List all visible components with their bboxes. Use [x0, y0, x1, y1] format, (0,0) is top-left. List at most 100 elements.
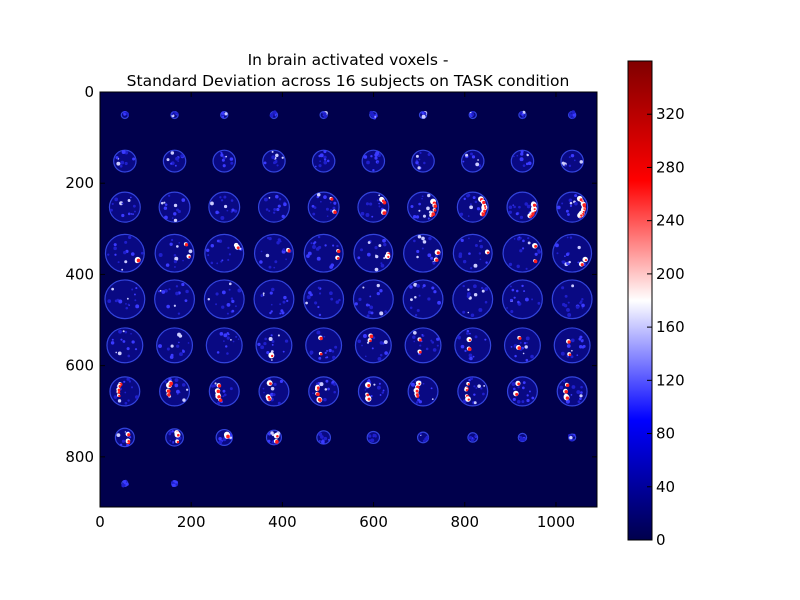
brain-slice: [162, 149, 187, 173]
brain-slice: [418, 110, 428, 120]
brain-slice: [468, 110, 477, 120]
brain-slice: [104, 233, 145, 273]
brain-slice: [506, 376, 538, 407]
brain-slice: [108, 191, 141, 223]
brain-slice: [154, 279, 196, 320]
brain-slice: [212, 149, 237, 173]
plot-area: [99, 91, 598, 508]
colorbar-tick-label: 200: [656, 265, 685, 283]
brain-slice: [106, 327, 144, 364]
brain-slice: [517, 432, 528, 443]
y-tick-label: 800: [65, 448, 94, 466]
brain-slice: [204, 233, 245, 273]
brain-slice: [460, 149, 485, 173]
brain-slice: [503, 327, 541, 364]
brain-slice: [220, 110, 229, 120]
brain-slice: [156, 327, 194, 364]
brain-slice: [104, 279, 146, 320]
y-axis: 0 200 400 600 800: [65, 83, 597, 466]
brain-slice: [170, 480, 179, 488]
colorbar-tick-label: 80: [656, 425, 675, 443]
brain-slice: [203, 279, 245, 320]
brain-slice: [416, 431, 430, 444]
brain-slice: [452, 233, 493, 273]
colorbar-tick-label: 0: [656, 531, 666, 549]
brain-slice: [361, 149, 386, 173]
brain-slice: [467, 432, 479, 443]
brain-slice: [170, 110, 179, 120]
brain-slice: [404, 327, 442, 364]
brain-slice: [165, 428, 184, 447]
brain-slice: [305, 327, 343, 364]
x-axis: 0 200 400 600 800 1000: [95, 92, 575, 531]
brain-slice: [120, 110, 130, 120]
brain-slice: [456, 191, 489, 223]
brain-slice: [253, 279, 295, 320]
colorbar-tick-label: 280: [656, 158, 685, 176]
brain-slice: [510, 149, 535, 173]
brain-slice: [319, 110, 328, 120]
brain-slice: [357, 191, 390, 223]
plot-frame: [99, 91, 598, 508]
y-tick-label: 600: [65, 357, 94, 375]
x-tick-label: 800: [450, 513, 479, 531]
x-tick-label: 0: [95, 513, 105, 531]
y-tick-label: 0: [84, 83, 94, 101]
brain-slice: [556, 376, 588, 407]
brain-slice: [366, 430, 381, 445]
brain-slice: [257, 191, 290, 223]
colorbar-ticks: 0 40 80 120 160 200 240 280 320: [647, 105, 685, 549]
brain-slice: [407, 376, 439, 407]
brain-slice: [518, 110, 527, 120]
brain-slice: [255, 327, 293, 364]
brain-slice: [567, 110, 577, 120]
brain-slice: [552, 233, 593, 273]
brain-slice: [352, 279, 394, 320]
x-tick-label: 1000: [537, 513, 575, 531]
brain-slice: [265, 429, 283, 446]
brain-slice: [501, 279, 543, 320]
brain-slice: [403, 233, 444, 273]
brain-slice: [452, 279, 494, 320]
brain-slice: [258, 376, 290, 407]
x-tick-label: 400: [268, 513, 297, 531]
brain-slice: [560, 149, 584, 173]
brain-slice: [551, 279, 593, 320]
brain-slice: [109, 376, 141, 407]
brain-slice: [303, 279, 345, 320]
brain-slice: [316, 430, 332, 445]
brain-slice: [357, 376, 389, 407]
brain-slice: [411, 149, 435, 173]
colorbar-tick-label: 240: [656, 212, 685, 230]
x-tick-label: 600: [359, 513, 388, 531]
brain-slice: [253, 233, 294, 273]
brain-slice: [205, 327, 243, 364]
brain-slice: [568, 433, 577, 442]
brain-slice: [457, 376, 489, 407]
brain-slice: [121, 479, 129, 488]
brain-slice: [154, 233, 195, 273]
brain-slice: [502, 233, 543, 273]
brain-slice: [159, 376, 191, 407]
brain-slice: [262, 149, 286, 173]
brain-slice: [311, 149, 336, 173]
y-tick-label: 200: [65, 174, 94, 192]
brain-slice: [114, 427, 135, 448]
colorbar-tick-label: 320: [656, 105, 685, 123]
x-tick-label: 200: [177, 513, 206, 531]
brain-slice: [402, 279, 444, 320]
brain-slice: [556, 191, 589, 223]
brain-slice: [354, 327, 392, 364]
chart-title-line-1: In brain activated voxels -: [248, 51, 449, 69]
brain-slice: [553, 327, 591, 364]
brain-slice: [369, 110, 378, 120]
colorbar-gradient: [627, 60, 653, 541]
brain-slice: [353, 233, 394, 273]
colorbar-tick-label: 160: [656, 318, 685, 336]
colorbar: 0 40 80 120 160 200 240 280 320: [627, 60, 685, 549]
y-tick-label: 400: [65, 265, 94, 283]
brain-slice: [454, 327, 492, 364]
brain-slice: [506, 191, 539, 223]
brain-slice: [308, 376, 340, 407]
